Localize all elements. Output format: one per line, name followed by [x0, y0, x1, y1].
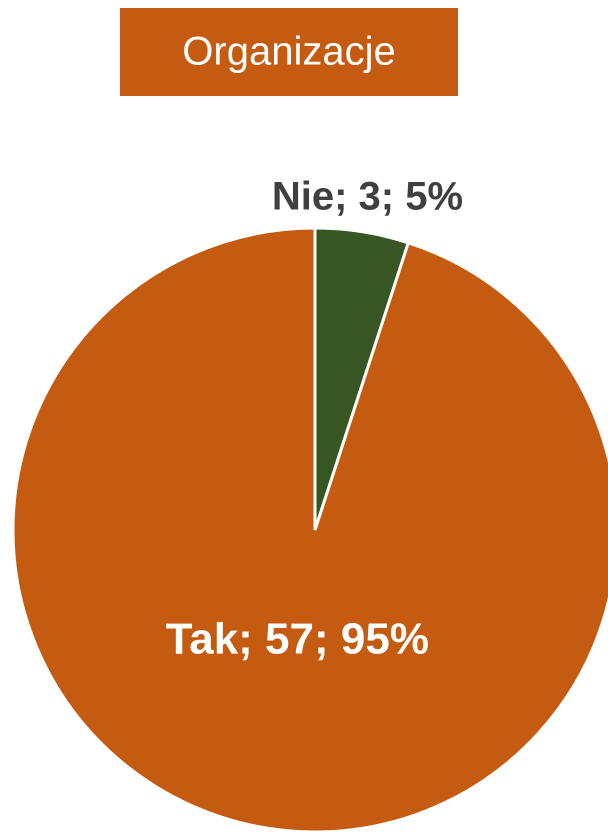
pie-slice [11, 226, 608, 834]
data-label: Tak; 57; 95% [166, 614, 429, 663]
title-box [120, 8, 458, 96]
data-label: Nie; 3; 5% [272, 174, 463, 218]
chart-title: Organizacje [182, 30, 395, 74]
